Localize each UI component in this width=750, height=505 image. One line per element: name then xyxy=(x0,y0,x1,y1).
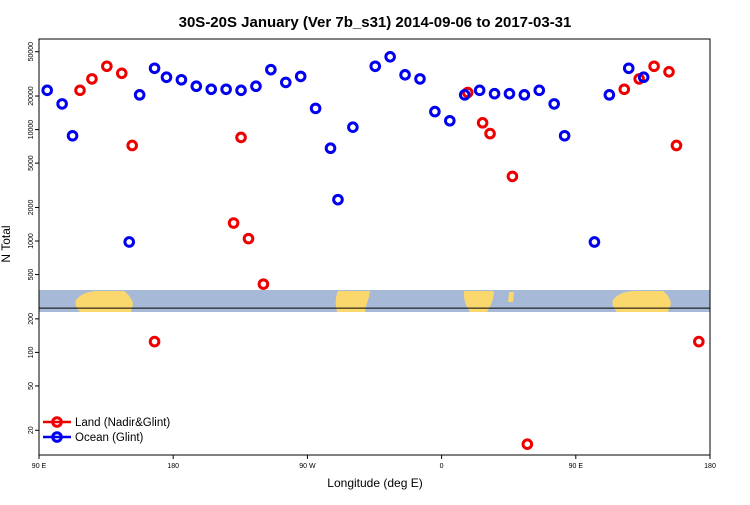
data-point xyxy=(250,80,262,93)
data-point xyxy=(476,117,489,129)
data-point xyxy=(242,232,255,245)
data-point xyxy=(126,139,138,152)
data-point xyxy=(74,84,86,97)
data-point xyxy=(473,84,486,97)
x-tick-label: 90 E xyxy=(32,463,47,470)
y-tick-label: 20 xyxy=(28,426,35,434)
data-point xyxy=(369,60,382,73)
data-point xyxy=(332,193,344,206)
ocean-band xyxy=(39,290,710,312)
data-point xyxy=(190,80,203,93)
data-point xyxy=(558,129,571,142)
data-point xyxy=(257,278,270,290)
y-tick-label: 2000 xyxy=(28,200,35,216)
data-point xyxy=(175,73,188,86)
data-point xyxy=(309,102,322,115)
x-axis-label: Longitude (deg E) xyxy=(327,476,422,490)
data-point xyxy=(66,129,79,142)
y-tick-label: 5000 xyxy=(28,155,35,171)
x-axis: 90 E 180 90 W 0 90 E 180 xyxy=(32,455,716,470)
y-tick-label: 10000 xyxy=(28,120,35,140)
legend: Land (Nadir&Glint) Ocean (Glint) xyxy=(43,416,170,444)
y-tick-label: 50 xyxy=(28,382,35,390)
x-tick-label: 180 xyxy=(167,463,179,470)
data-point xyxy=(663,66,675,78)
y-tick-label: 500 xyxy=(28,269,35,281)
data-point xyxy=(588,236,601,248)
data-point xyxy=(324,142,337,155)
data-point xyxy=(429,105,441,118)
data-point xyxy=(618,83,631,96)
x-tick-label: 0 xyxy=(440,463,444,470)
y-axis-label: N Total xyxy=(0,225,13,262)
legend-label-ocean: Ocean (Glint) xyxy=(75,432,144,444)
data-point xyxy=(133,89,146,101)
landmass-madagascar xyxy=(508,292,514,302)
data-point xyxy=(506,170,519,183)
legend-marker-ocean xyxy=(51,431,63,443)
landmass-southern-africa xyxy=(463,291,494,312)
data-point xyxy=(347,121,359,134)
x-tick-label: 90 W xyxy=(299,463,316,470)
data-point xyxy=(279,76,292,89)
data-points xyxy=(41,50,705,451)
data-point xyxy=(399,69,411,81)
data-point xyxy=(56,98,68,110)
data-point xyxy=(115,67,128,80)
x-tick-label: 90 E xyxy=(569,463,584,470)
data-point xyxy=(205,83,218,96)
data-point xyxy=(637,71,650,84)
data-point xyxy=(622,62,635,75)
map-strip xyxy=(39,290,710,312)
data-point xyxy=(265,63,277,76)
data-point xyxy=(220,83,232,96)
data-point xyxy=(148,335,161,348)
data-point xyxy=(458,89,471,101)
data-point xyxy=(384,50,396,63)
data-point xyxy=(235,131,247,144)
data-point xyxy=(148,62,161,75)
y-axis: 20 50 100 200 500 1000 2000 5000 10000 20000 50000 xyxy=(28,42,39,434)
data-point xyxy=(123,236,136,248)
x-tick-label: 180 xyxy=(704,463,716,470)
landmass-south-america xyxy=(335,291,370,312)
series-ocean xyxy=(41,50,650,248)
data-point xyxy=(518,89,531,101)
chart-title: 30S-20S January (Ver 7b_s31) 2014-09-06 … xyxy=(179,14,572,31)
y-tick-label: 100 xyxy=(28,346,35,358)
series-land xyxy=(74,60,705,451)
data-point xyxy=(648,60,660,73)
y-tick-label: 20000 xyxy=(28,86,35,106)
data-point xyxy=(41,84,54,97)
data-point xyxy=(294,70,307,83)
data-point xyxy=(603,89,616,101)
data-point xyxy=(503,87,516,100)
data-point xyxy=(414,73,426,85)
data-point xyxy=(101,60,113,73)
data-point xyxy=(484,127,496,140)
data-point xyxy=(693,335,705,348)
data-point xyxy=(86,73,98,85)
y-tick-label: 1000 xyxy=(28,233,35,249)
data-point xyxy=(235,84,247,97)
landmass-australia-repeat xyxy=(612,291,671,312)
data-point xyxy=(160,71,173,84)
data-point xyxy=(548,98,560,110)
data-point xyxy=(444,114,456,127)
data-point xyxy=(488,87,501,100)
plot-frame xyxy=(38,38,711,456)
landmass-australia xyxy=(75,291,133,312)
y-tick-label: 200 xyxy=(28,313,35,325)
y-tick-label: 50000 xyxy=(28,42,35,62)
data-point xyxy=(533,84,546,97)
data-point xyxy=(521,438,534,451)
legend-label-land: Land (Nadir&Glint) xyxy=(75,417,170,429)
data-point xyxy=(227,217,240,229)
legend-marker-land xyxy=(51,416,63,428)
data-point xyxy=(670,139,683,152)
